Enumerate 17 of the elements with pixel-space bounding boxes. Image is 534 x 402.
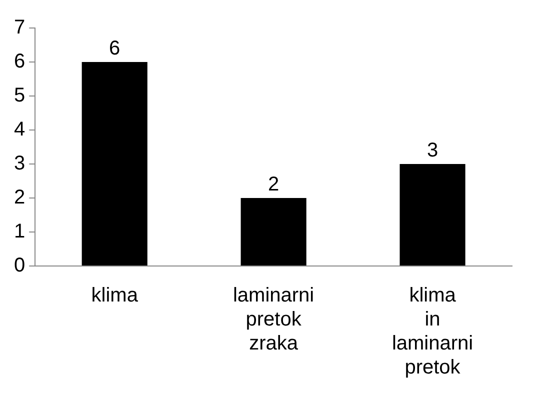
y-tick-label: 5: [14, 84, 26, 107]
bar: [400, 164, 466, 266]
x-tick-label: laminarni pretok zraka: [232, 284, 314, 355]
bar: [82, 62, 148, 266]
x-tick-label: klima: [91, 284, 139, 307]
y-tick-label: 3: [14, 152, 26, 175]
y-tick-label: 1: [14, 220, 26, 243]
bar: [240, 198, 306, 266]
data-label: 6: [109, 38, 120, 60]
y-tick-label: 2: [14, 186, 26, 209]
y-tick-label: 4: [14, 118, 26, 141]
y-tick-label: 6: [14, 50, 26, 73]
x-tick-label: klima in laminarni pretok: [392, 284, 474, 379]
data-label: 3: [426, 140, 438, 162]
y-tick-label: 7: [14, 16, 26, 39]
data-label: 2: [268, 174, 280, 196]
y-tick-label: 0: [14, 254, 26, 277]
